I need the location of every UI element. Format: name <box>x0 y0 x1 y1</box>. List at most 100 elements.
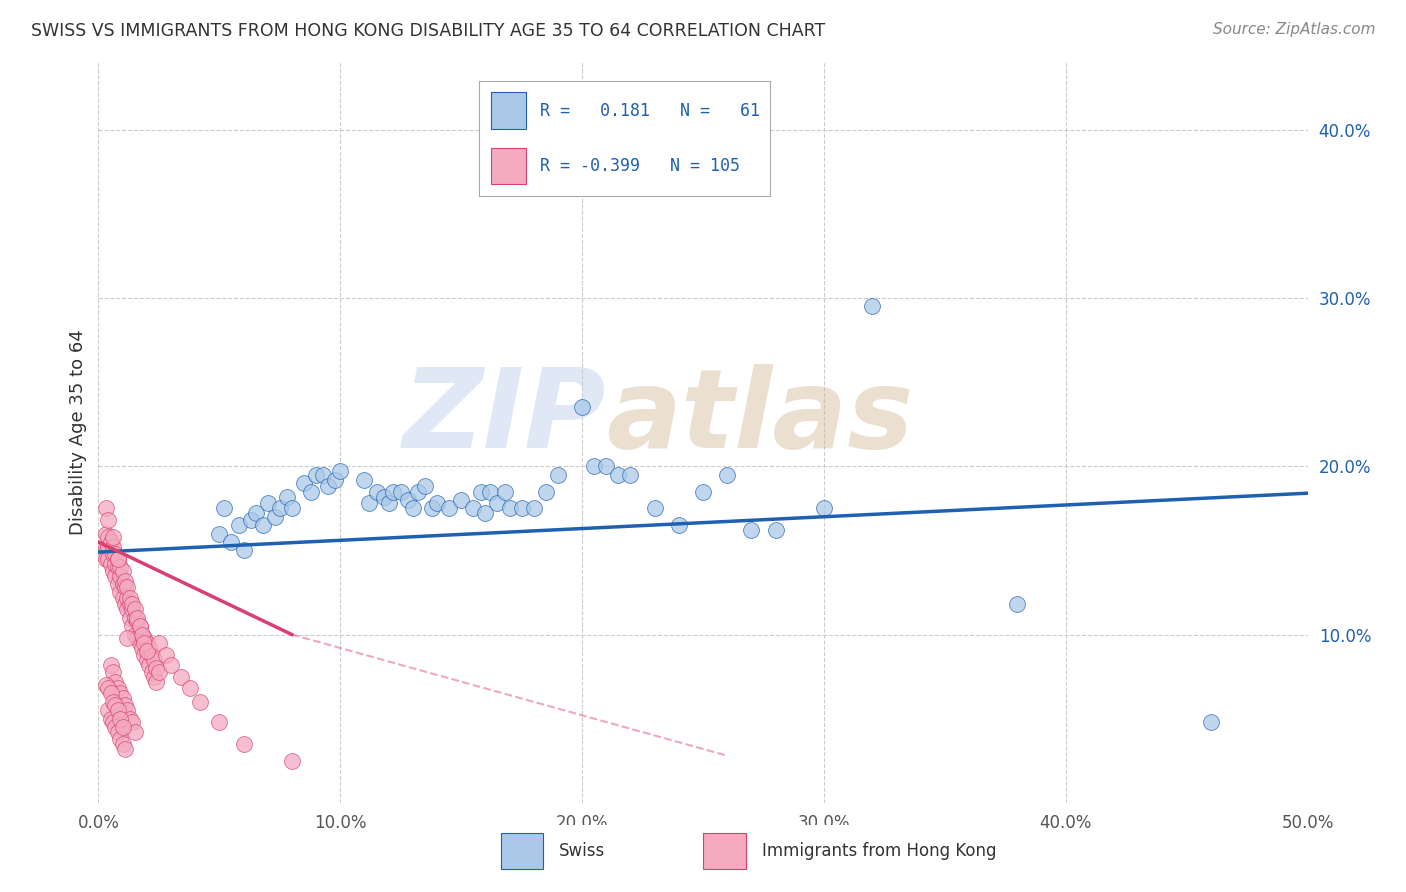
Point <box>97 513 120 527</box>
Point <box>510 501 533 516</box>
Point <box>124 602 146 616</box>
Point <box>97 540 120 554</box>
Point <box>377 496 399 510</box>
Point <box>114 581 136 595</box>
Point <box>305 467 328 482</box>
Point <box>413 479 436 493</box>
Point <box>143 653 166 667</box>
Point <box>121 597 143 611</box>
Point <box>108 712 131 726</box>
Point <box>121 714 143 729</box>
Point <box>124 610 146 624</box>
Point <box>463 501 485 516</box>
Point <box>107 560 129 574</box>
Point <box>111 720 134 734</box>
Point <box>145 661 167 675</box>
Point <box>486 496 509 510</box>
Point <box>607 467 630 482</box>
Point <box>117 631 139 645</box>
Point <box>426 496 449 510</box>
Point <box>104 720 127 734</box>
Point <box>134 648 156 662</box>
Point <box>523 501 546 516</box>
Point <box>135 644 157 658</box>
Point <box>281 754 304 768</box>
Point <box>396 492 419 507</box>
Point <box>107 551 129 566</box>
Point <box>188 695 211 709</box>
Point <box>128 619 150 633</box>
Point <box>221 535 243 549</box>
Point <box>101 695 124 709</box>
Point <box>498 501 520 516</box>
Point <box>141 648 163 662</box>
Point <box>1199 714 1222 729</box>
Point <box>97 703 120 717</box>
Point <box>450 492 472 507</box>
Point <box>128 636 150 650</box>
Point <box>108 568 131 582</box>
Point <box>668 518 690 533</box>
Point <box>420 501 443 516</box>
Point <box>135 653 157 667</box>
Text: atlas: atlas <box>606 364 914 471</box>
Point <box>232 543 254 558</box>
Point <box>107 681 129 696</box>
Point <box>124 627 146 641</box>
Point <box>91 547 114 561</box>
Point <box>104 674 127 689</box>
Point <box>121 619 143 633</box>
Point <box>269 501 291 516</box>
Point <box>353 473 375 487</box>
Point <box>619 467 641 482</box>
Point <box>813 501 835 516</box>
Point <box>547 467 569 482</box>
Point <box>644 501 666 516</box>
Point <box>107 551 129 566</box>
Point <box>94 678 117 692</box>
Point <box>104 547 127 561</box>
Y-axis label: Disability Age 35 to 64: Disability Age 35 to 64 <box>69 330 87 535</box>
Point <box>108 686 131 700</box>
Point <box>256 496 278 510</box>
Point <box>117 602 139 616</box>
Point <box>108 585 131 599</box>
Point <box>117 703 139 717</box>
Point <box>143 670 166 684</box>
Point <box>97 530 120 544</box>
Point <box>765 523 787 537</box>
Point <box>148 636 170 650</box>
Point <box>100 535 122 549</box>
Point <box>134 636 156 650</box>
Point <box>94 540 117 554</box>
Point <box>292 476 315 491</box>
Point <box>101 540 124 554</box>
Point <box>108 731 131 746</box>
Point <box>169 670 191 684</box>
Point <box>179 681 201 696</box>
Point <box>97 681 120 696</box>
Point <box>107 725 129 739</box>
Point <box>124 725 146 739</box>
Point <box>118 591 141 605</box>
Text: SWISS VS IMMIGRANTS FROM HONG KONG DISABILITY AGE 35 TO 64 CORRELATION CHART: SWISS VS IMMIGRANTS FROM HONG KONG DISAB… <box>31 22 825 40</box>
Point <box>111 577 134 591</box>
Point <box>100 712 122 726</box>
Point <box>107 703 129 717</box>
Point <box>100 686 122 700</box>
Point <box>128 619 150 633</box>
Point <box>127 631 149 645</box>
Point <box>155 648 177 662</box>
Point <box>325 473 347 487</box>
Point <box>474 507 496 521</box>
Point <box>138 640 160 655</box>
Point <box>131 640 153 655</box>
Point <box>94 526 117 541</box>
Point <box>406 484 429 499</box>
Point <box>131 627 153 641</box>
Point <box>111 691 134 706</box>
Point <box>104 568 127 582</box>
Point <box>108 560 131 574</box>
Point <box>692 484 714 499</box>
Point <box>373 490 395 504</box>
